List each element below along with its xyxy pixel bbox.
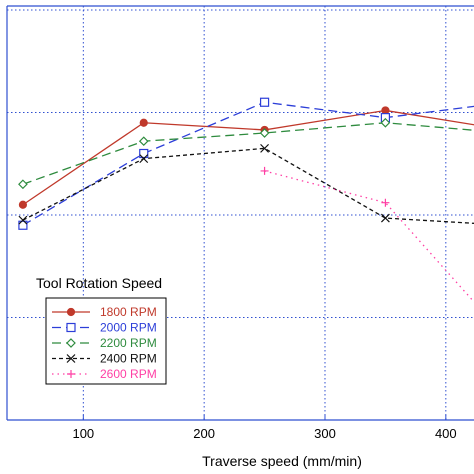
legend-entry: 2000 RPM <box>52 321 157 335</box>
legend-entry: 2200 RPM <box>52 336 157 350</box>
data-point <box>18 179 28 190</box>
series-line <box>22 109 474 206</box>
legend-entry: 2600 RPM <box>52 367 157 381</box>
legend-swatch-marker <box>67 370 75 378</box>
data-point <box>259 97 270 107</box>
data-point <box>259 128 270 138</box>
data-point <box>139 154 149 164</box>
legend-swatch-marker <box>66 354 76 363</box>
data-point <box>381 198 390 207</box>
data-point <box>381 106 390 115</box>
x-axis-label: Traverse speed (mm/min) <box>202 453 362 469</box>
series-line <box>22 101 474 226</box>
data-point <box>260 166 269 175</box>
data-point <box>139 118 148 127</box>
series-2000-rpm <box>18 97 474 230</box>
x-tick-labels: 100 200 300 400 <box>72 415 457 441</box>
legend-label: 2400 RPM <box>100 352 157 366</box>
series-line <box>22 122 474 185</box>
x-tick-label: 200 <box>193 426 215 441</box>
series-line <box>264 170 474 303</box>
x-tick-label: 400 <box>435 426 457 441</box>
data-point <box>380 213 390 223</box>
data-point <box>380 117 391 128</box>
data-point <box>18 200 28 209</box>
data-point <box>18 215 28 225</box>
legend-swatch-marker <box>66 307 76 317</box>
plot-frame <box>6 5 474 421</box>
data-point <box>139 148 149 159</box>
x-tick-label: 100 <box>72 426 94 441</box>
data-point <box>138 136 149 147</box>
data-point <box>18 220 28 230</box>
x-tick-label: 300 <box>314 426 336 441</box>
legend-title: Tool Rotation Speed <box>36 275 162 291</box>
legend-swatch-marker <box>66 338 76 348</box>
legend-label: 1800 RPM <box>100 305 157 319</box>
series-2600-rpm <box>260 166 474 303</box>
data-point <box>260 143 269 153</box>
legend-label: 2200 RPM <box>100 336 157 350</box>
legend-label: 2600 RPM <box>100 367 157 381</box>
series-line <box>22 147 474 224</box>
series-1800-rpm <box>18 106 474 209</box>
series-2200-rpm <box>18 117 474 190</box>
legend-entry: 1800 RPM <box>52 305 157 319</box>
legend: Tool Rotation Speed 1800 RPM 2000 RPM2200… <box>36 275 167 385</box>
series-group <box>18 97 474 303</box>
legend-label: 2000 RPM <box>100 321 157 335</box>
legend-swatch-marker <box>66 322 76 333</box>
series-2400-rpm <box>18 143 474 225</box>
legend-entry: 2400 RPM <box>52 352 157 366</box>
